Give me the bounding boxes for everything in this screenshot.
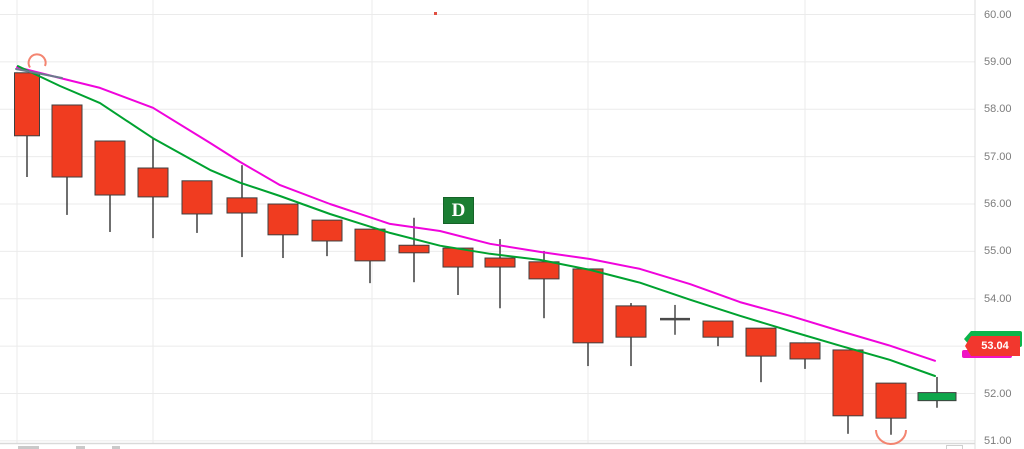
candle-body[interactable]	[615, 305, 647, 338]
ma-green-fast	[17, 65, 936, 377]
y-axis-tick-label: 60.00	[984, 8, 1012, 21]
annotation-circle-top	[27, 53, 47, 69]
candle-body[interactable]	[702, 320, 734, 338]
candle-body[interactable]	[14, 72, 40, 137]
candle-body[interactable]	[572, 268, 604, 344]
candle-body[interactable]	[267, 203, 299, 236]
annotation-arc-bottom	[875, 429, 907, 445]
candle-body[interactable]	[875, 382, 907, 419]
last-price-label: 53.04	[965, 336, 1020, 356]
y-axis-tick-label: 54.00	[984, 292, 1012, 305]
stub-gray-line	[15, 68, 63, 79]
candle-body[interactable]	[745, 327, 777, 357]
y-axis-tick-label: 56.00	[984, 198, 1012, 211]
candle-body[interactable]	[311, 219, 343, 242]
y-axis-tick-label: 58.00	[984, 103, 1012, 116]
x-axis-cutoff-label	[18, 446, 39, 449]
y-axis-tick-label: 59.00	[984, 55, 1012, 68]
candle-body[interactable]	[789, 342, 821, 360]
y-axis-tick-label: 52.00	[984, 387, 1012, 400]
candle-body[interactable]	[94, 140, 126, 196]
x-axis-cutoff-label	[76, 446, 85, 449]
cutoff-ui-element	[946, 445, 963, 449]
candle-body[interactable]	[137, 167, 169, 198]
candle-body[interactable]	[51, 104, 83, 178]
candle-body[interactable]	[832, 349, 864, 417]
candle-body[interactable]	[354, 228, 386, 262]
y-axis-tick-label: 51.00	[984, 434, 1012, 447]
candle-body[interactable]	[398, 244, 430, 254]
price-axis[interactable]: 60.0059.0058.0057.0056.0055.0054.0053.00…	[975, 0, 1024, 449]
ma-magenta-slow	[16, 66, 936, 362]
candle-body[interactable]	[226, 197, 258, 214]
candle-body[interactable]	[181, 180, 213, 215]
candle-body[interactable]	[484, 257, 516, 268]
y-axis-tick-label: 55.00	[984, 245, 1012, 258]
candle-body[interactable]	[528, 261, 560, 280]
x-axis-cutoff-label	[112, 446, 120, 449]
dividend-marker[interactable]: D	[443, 197, 474, 224]
candle-body[interactable]	[917, 392, 957, 402]
annotation-dot	[434, 12, 437, 15]
y-axis-tick-label: 57.00	[984, 150, 1012, 163]
